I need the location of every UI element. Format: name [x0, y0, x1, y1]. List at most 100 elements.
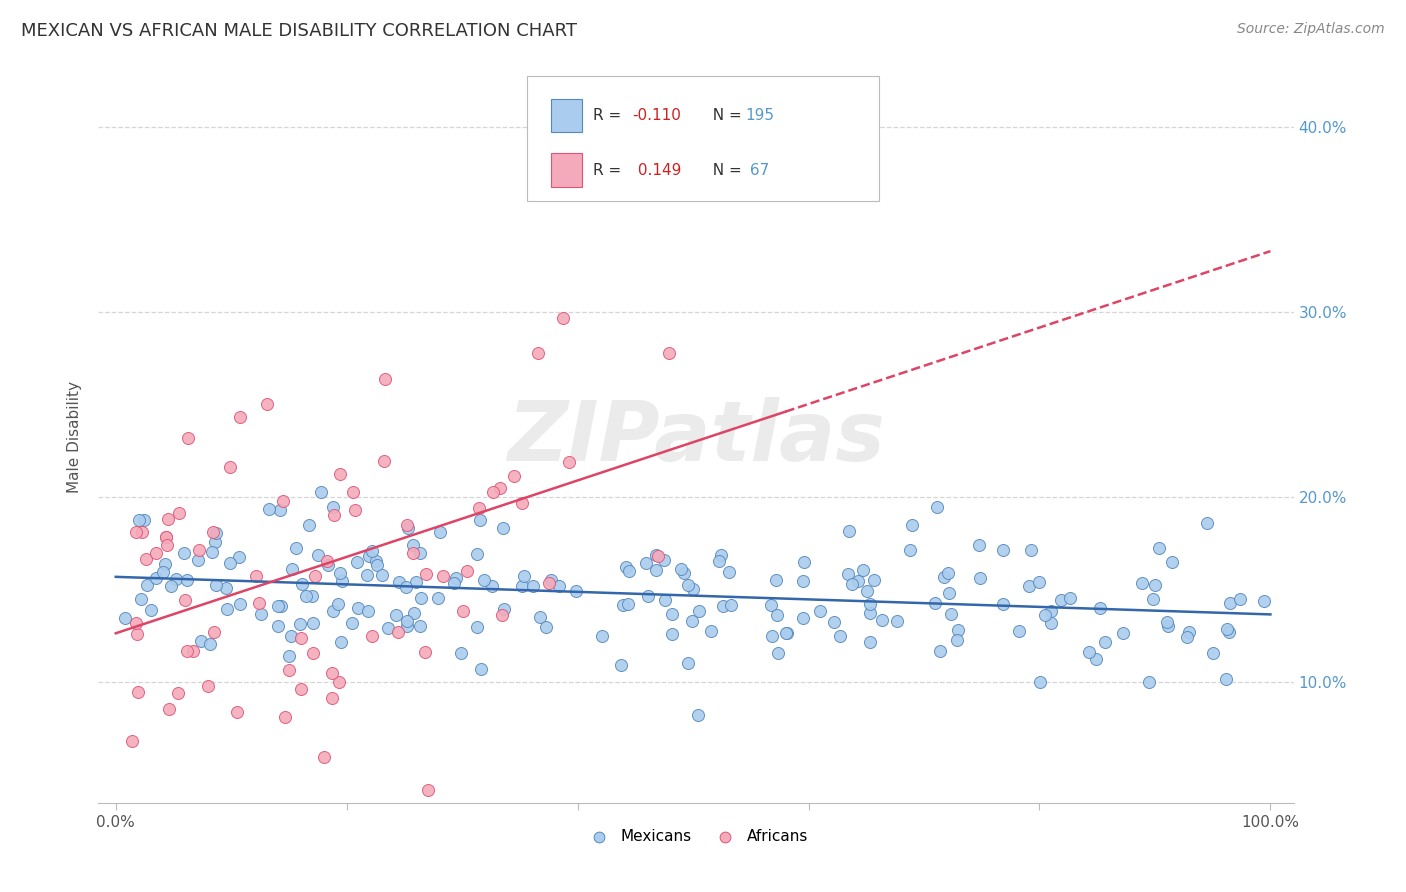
- Point: [720, 599, 742, 613]
- Point: [405, 574, 427, 589]
- Point: [456, 565, 478, 579]
- Point: [155, 530, 177, 544]
- Point: [197, 679, 219, 693]
- Point: [1216, 622, 1239, 636]
- Text: R =: R =: [593, 108, 627, 123]
- Point: [1177, 631, 1199, 645]
- Point: [1201, 647, 1223, 661]
- Point: [886, 614, 908, 628]
- Point: [270, 599, 292, 613]
- Point: [700, 624, 723, 638]
- Point: [145, 546, 167, 560]
- Point: [936, 566, 959, 580]
- Point: [273, 493, 295, 508]
- Point: [450, 646, 472, 660]
- Point: [356, 567, 378, 582]
- Point: [540, 573, 562, 587]
- Point: [176, 573, 198, 587]
- Point: [205, 525, 228, 540]
- Point: [766, 646, 789, 660]
- Point: [366, 554, 388, 568]
- Point: [409, 619, 432, 633]
- Point: [661, 607, 683, 621]
- Point: [145, 571, 167, 585]
- Point: [645, 549, 668, 563]
- Point: [637, 590, 659, 604]
- Point: [247, 596, 270, 610]
- Point: [1077, 645, 1099, 659]
- Point: [322, 500, 344, 514]
- Point: [181, 643, 204, 657]
- Point: [396, 521, 419, 535]
- Point: [156, 538, 179, 552]
- Point: [396, 517, 419, 532]
- Point: [200, 637, 222, 651]
- Point: [401, 546, 423, 560]
- Point: [713, 599, 735, 613]
- Point: [159, 579, 181, 593]
- Point: [993, 597, 1015, 611]
- Y-axis label: Male Disability: Male Disability: [67, 381, 83, 493]
- Point: [347, 601, 370, 615]
- Point: [591, 629, 613, 643]
- Point: [513, 569, 536, 583]
- Point: [357, 604, 380, 618]
- Point: [1142, 592, 1164, 607]
- Point: [346, 555, 368, 569]
- Point: [165, 572, 187, 586]
- Point: [856, 584, 879, 599]
- Point: [316, 558, 339, 573]
- Point: [307, 548, 329, 562]
- Point: [710, 548, 733, 562]
- Point: [841, 577, 863, 591]
- Point: [1130, 576, 1153, 591]
- Point: [328, 675, 350, 690]
- Point: [870, 613, 893, 627]
- Point: [682, 582, 704, 597]
- Point: [329, 467, 352, 481]
- Point: [326, 597, 349, 611]
- Point: [1157, 619, 1180, 633]
- Point: [408, 546, 430, 560]
- Point: [214, 581, 236, 595]
- Point: [1112, 625, 1135, 640]
- Point: [290, 577, 312, 591]
- Point: [672, 566, 695, 580]
- Point: [534, 619, 557, 633]
- Point: [993, 543, 1015, 558]
- Point: [934, 570, 956, 584]
- Point: [610, 658, 633, 673]
- Point: [491, 607, 513, 622]
- Point: [409, 591, 432, 605]
- Point: [1218, 624, 1240, 639]
- Point: [125, 627, 148, 641]
- Point: [156, 512, 179, 526]
- Point: [661, 626, 683, 640]
- Text: ZIPatlas: ZIPatlas: [508, 397, 884, 477]
- Point: [619, 564, 641, 578]
- Point: [228, 549, 250, 564]
- Point: [1156, 615, 1178, 629]
- Point: [924, 596, 946, 610]
- Point: [503, 468, 526, 483]
- Point: [278, 663, 301, 677]
- Point: [321, 690, 343, 705]
- Point: [859, 607, 882, 621]
- Point: [1059, 591, 1081, 606]
- Point: [1229, 592, 1251, 607]
- Point: [173, 546, 195, 560]
- Point: [510, 579, 533, 593]
- Point: [134, 513, 156, 527]
- Point: [312, 749, 335, 764]
- Point: [1215, 672, 1237, 686]
- Point: [1161, 555, 1184, 569]
- Point: [273, 709, 295, 723]
- Point: [304, 569, 326, 583]
- Point: [342, 484, 364, 499]
- Point: [652, 553, 675, 567]
- Text: 67: 67: [745, 162, 769, 178]
- Point: [967, 538, 990, 552]
- Point: [1178, 624, 1201, 639]
- Point: [1219, 596, 1241, 610]
- Point: [141, 603, 163, 617]
